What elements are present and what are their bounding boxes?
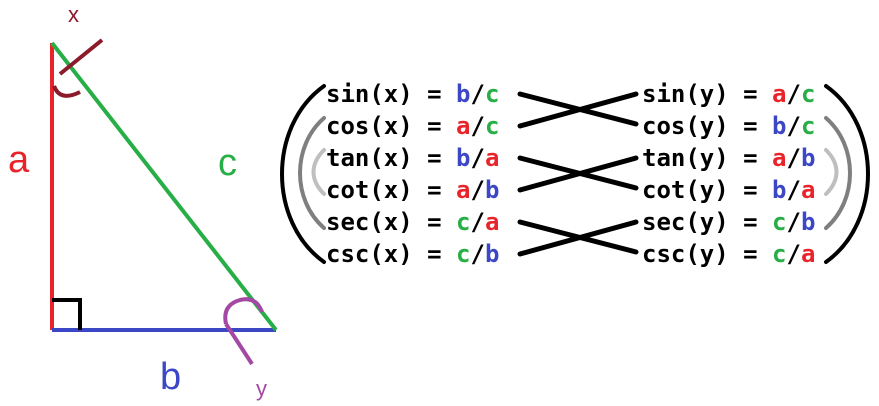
equation-denominator: b [801, 144, 815, 172]
equation-function: sec(x) = [326, 208, 456, 236]
equation-function: sec(y) = [642, 208, 772, 236]
left-outer-bracket [280, 84, 326, 264]
equation-slash: / [787, 240, 801, 268]
equation-denominator: b [485, 240, 499, 268]
angle-x-label: x [68, 2, 79, 27]
connector-cot-tan [517, 155, 639, 193]
equation-slash: / [471, 112, 485, 140]
equation-denominator: a [801, 176, 815, 204]
equation-slash: / [471, 240, 485, 268]
left-mid-bracket [298, 116, 326, 230]
equation-left-1: sin(x) = b/c [326, 80, 499, 108]
right-angle-marker [52, 298, 82, 330]
left-inner-bracket [311, 148, 326, 196]
equation-function: csc(x) = [326, 240, 456, 268]
equation-denominator: a [801, 240, 815, 268]
pair-brackets [280, 84, 870, 264]
equation-function: csc(y) = [642, 240, 772, 268]
equation-left-2: cos(x) = a/c [326, 112, 499, 140]
equation-right-4: cot(y) = b/a [642, 176, 815, 204]
equation-slash: / [471, 176, 485, 204]
equation-slash: / [787, 144, 801, 172]
equation-function: tan(x) = [326, 144, 456, 172]
equation-slash: / [787, 112, 801, 140]
equation-left-3: tan(x) = b/a [326, 144, 499, 172]
right-inner-bracket [824, 148, 839, 196]
equation-function: tan(y) = [642, 144, 772, 172]
equation-slash: / [471, 80, 485, 108]
equation-denominator: b [485, 176, 499, 204]
connector-cos-sin [517, 91, 639, 129]
equation-numerator: c [772, 208, 786, 236]
equation-denominator: c [801, 80, 815, 108]
equation-slash: / [787, 208, 801, 236]
angle-y-arc [223, 297, 264, 325]
side-a-label: a [8, 139, 30, 181]
equation-function: cos(x) = [326, 112, 456, 140]
side-b-label: b [160, 356, 181, 398]
side-c-label: c [218, 142, 237, 184]
equation-right-3: tan(y) = a/b [642, 144, 815, 172]
equation-numerator: a [772, 144, 786, 172]
equation-numerator: b [456, 80, 470, 108]
cross-connectors [517, 91, 639, 257]
equation-denominator: b [801, 208, 815, 236]
equation-numerator: b [772, 112, 786, 140]
equation-slash: / [787, 176, 801, 204]
angle-y-tick [224, 322, 254, 366]
right-mid-bracket [824, 116, 852, 230]
equation-left-4: cot(x) = a/b [326, 176, 499, 204]
equation-numerator: a [456, 112, 470, 140]
equation-function: sin(x) = [326, 80, 456, 108]
connector-csc-sec [517, 219, 639, 257]
equation-numerator: c [772, 240, 786, 268]
equation-right-6: csc(y) = c/a [642, 240, 815, 268]
equation-left-5: sec(x) = c/a [326, 208, 499, 236]
equation-right-2: cos(y) = b/c [642, 112, 815, 140]
equation-right-1: sin(y) = a/c [642, 80, 815, 108]
angle-x-arc [52, 85, 81, 98]
right-outer-bracket [824, 84, 870, 264]
equation-numerator: c [456, 208, 470, 236]
equation-numerator: b [456, 144, 470, 172]
equation-right-5: sec(y) = c/b [642, 208, 815, 236]
side-c-line [50, 41, 278, 332]
right-triangle: x a c b y [8, 2, 278, 401]
equation-slash: / [471, 144, 485, 172]
equation-denominator: a [485, 208, 499, 236]
equation-function: cot(y) = [642, 176, 772, 204]
equation-function: cos(y) = [642, 112, 772, 140]
equation-function: sin(y) = [642, 80, 772, 108]
equation-numerator: c [456, 240, 470, 268]
equation-slash: / [471, 208, 485, 236]
equation-numerator: a [772, 80, 786, 108]
equation-denominator: a [485, 144, 499, 172]
equation-denominator: c [485, 80, 499, 108]
angle-x-tick [58, 38, 104, 76]
equation-numerator: b [772, 176, 786, 204]
equation-left-6: csc(x) = c/b [326, 240, 499, 268]
equation-denominator: c [485, 112, 499, 140]
angle-y-label: y [256, 376, 267, 401]
equation-numerator: a [456, 176, 470, 204]
equation-denominator: c [801, 112, 815, 140]
equation-slash: / [787, 80, 801, 108]
equation-function: cot(x) = [326, 176, 456, 204]
